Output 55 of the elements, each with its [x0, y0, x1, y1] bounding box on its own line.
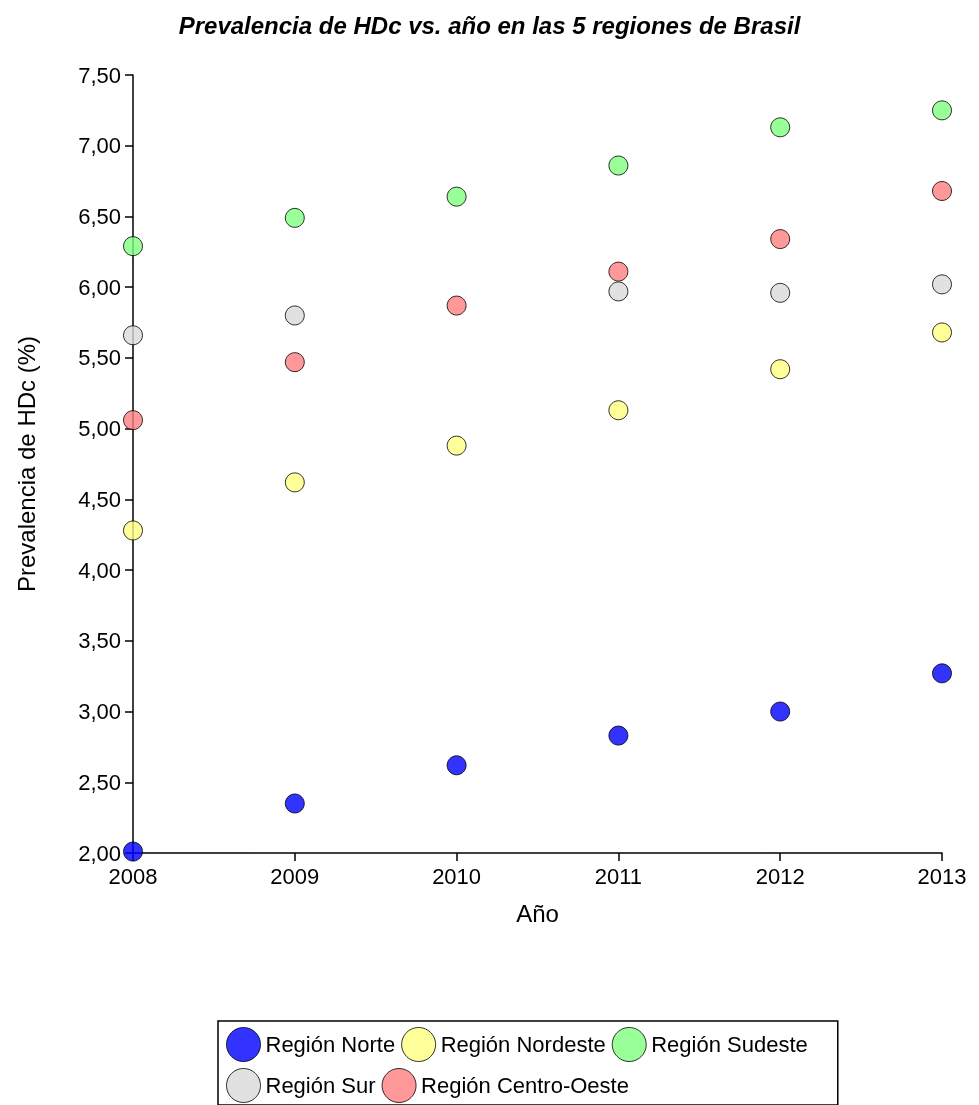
x-axis-title: Año: [516, 899, 559, 927]
point: [608, 725, 629, 746]
point: [284, 352, 305, 373]
y-axis-title: Prevalencia de HDc (%): [12, 335, 40, 593]
point: [446, 755, 467, 776]
legend-label: Región Norte: [265, 1032, 396, 1057]
point: [284, 793, 305, 814]
y-tick-label: 7,50: [78, 62, 121, 88]
y-tick-label: 7,00: [78, 133, 121, 159]
x-tick-label: 2012: [755, 863, 805, 889]
chart-title: Prevalencia de HDc vs. año en las 5 regiones de Brasil: [178, 11, 802, 39]
y-tick-label: 2,00: [78, 840, 121, 866]
y-tick-label: 2,50: [78, 769, 121, 795]
legend-label: Región Sudeste: [651, 1032, 808, 1057]
point: [932, 181, 952, 201]
point: [284, 305, 305, 326]
point: [932, 663, 952, 684]
x-tick-label: 2009: [270, 863, 320, 889]
point: [608, 281, 629, 302]
y-tick-label: 3,00: [78, 699, 121, 725]
point: [932, 322, 952, 343]
point: [608, 155, 629, 176]
point: [770, 229, 791, 250]
x-tick-label: 2010: [432, 863, 482, 889]
y-tick-label: 4,00: [78, 557, 121, 583]
point: [123, 325, 143, 346]
point: [446, 435, 467, 456]
y-tick-label: 5,50: [78, 345, 121, 371]
x-tick-label: 2011: [594, 863, 643, 889]
legend-label: Región Centro-Oeste: [421, 1073, 629, 1098]
point: [608, 261, 629, 282]
point: [770, 117, 791, 138]
point: [284, 472, 305, 493]
point: [284, 207, 305, 228]
y-tick-label: 4,50: [78, 486, 121, 512]
y-tick-label: 5,00: [78, 416, 121, 442]
point: [770, 359, 791, 380]
x-tick-label: 2013: [917, 863, 967, 889]
legend-label: Región Sur: [265, 1073, 376, 1098]
point: [123, 236, 143, 257]
point: [446, 186, 467, 207]
point: [770, 282, 791, 303]
point: [123, 410, 143, 431]
x-tick-label: 2008: [108, 863, 158, 889]
point: [770, 701, 791, 722]
y-tick-label: 6,50: [78, 203, 121, 229]
point: [932, 274, 952, 295]
point: [932, 100, 952, 121]
legend-label: Región Nordeste: [440, 1032, 606, 1057]
point: [123, 841, 143, 862]
y-tick-label: 6,00: [78, 274, 121, 300]
point: [608, 400, 629, 421]
point: [446, 295, 467, 316]
point: [123, 520, 143, 541]
y-tick-label: 3,50: [78, 628, 121, 654]
